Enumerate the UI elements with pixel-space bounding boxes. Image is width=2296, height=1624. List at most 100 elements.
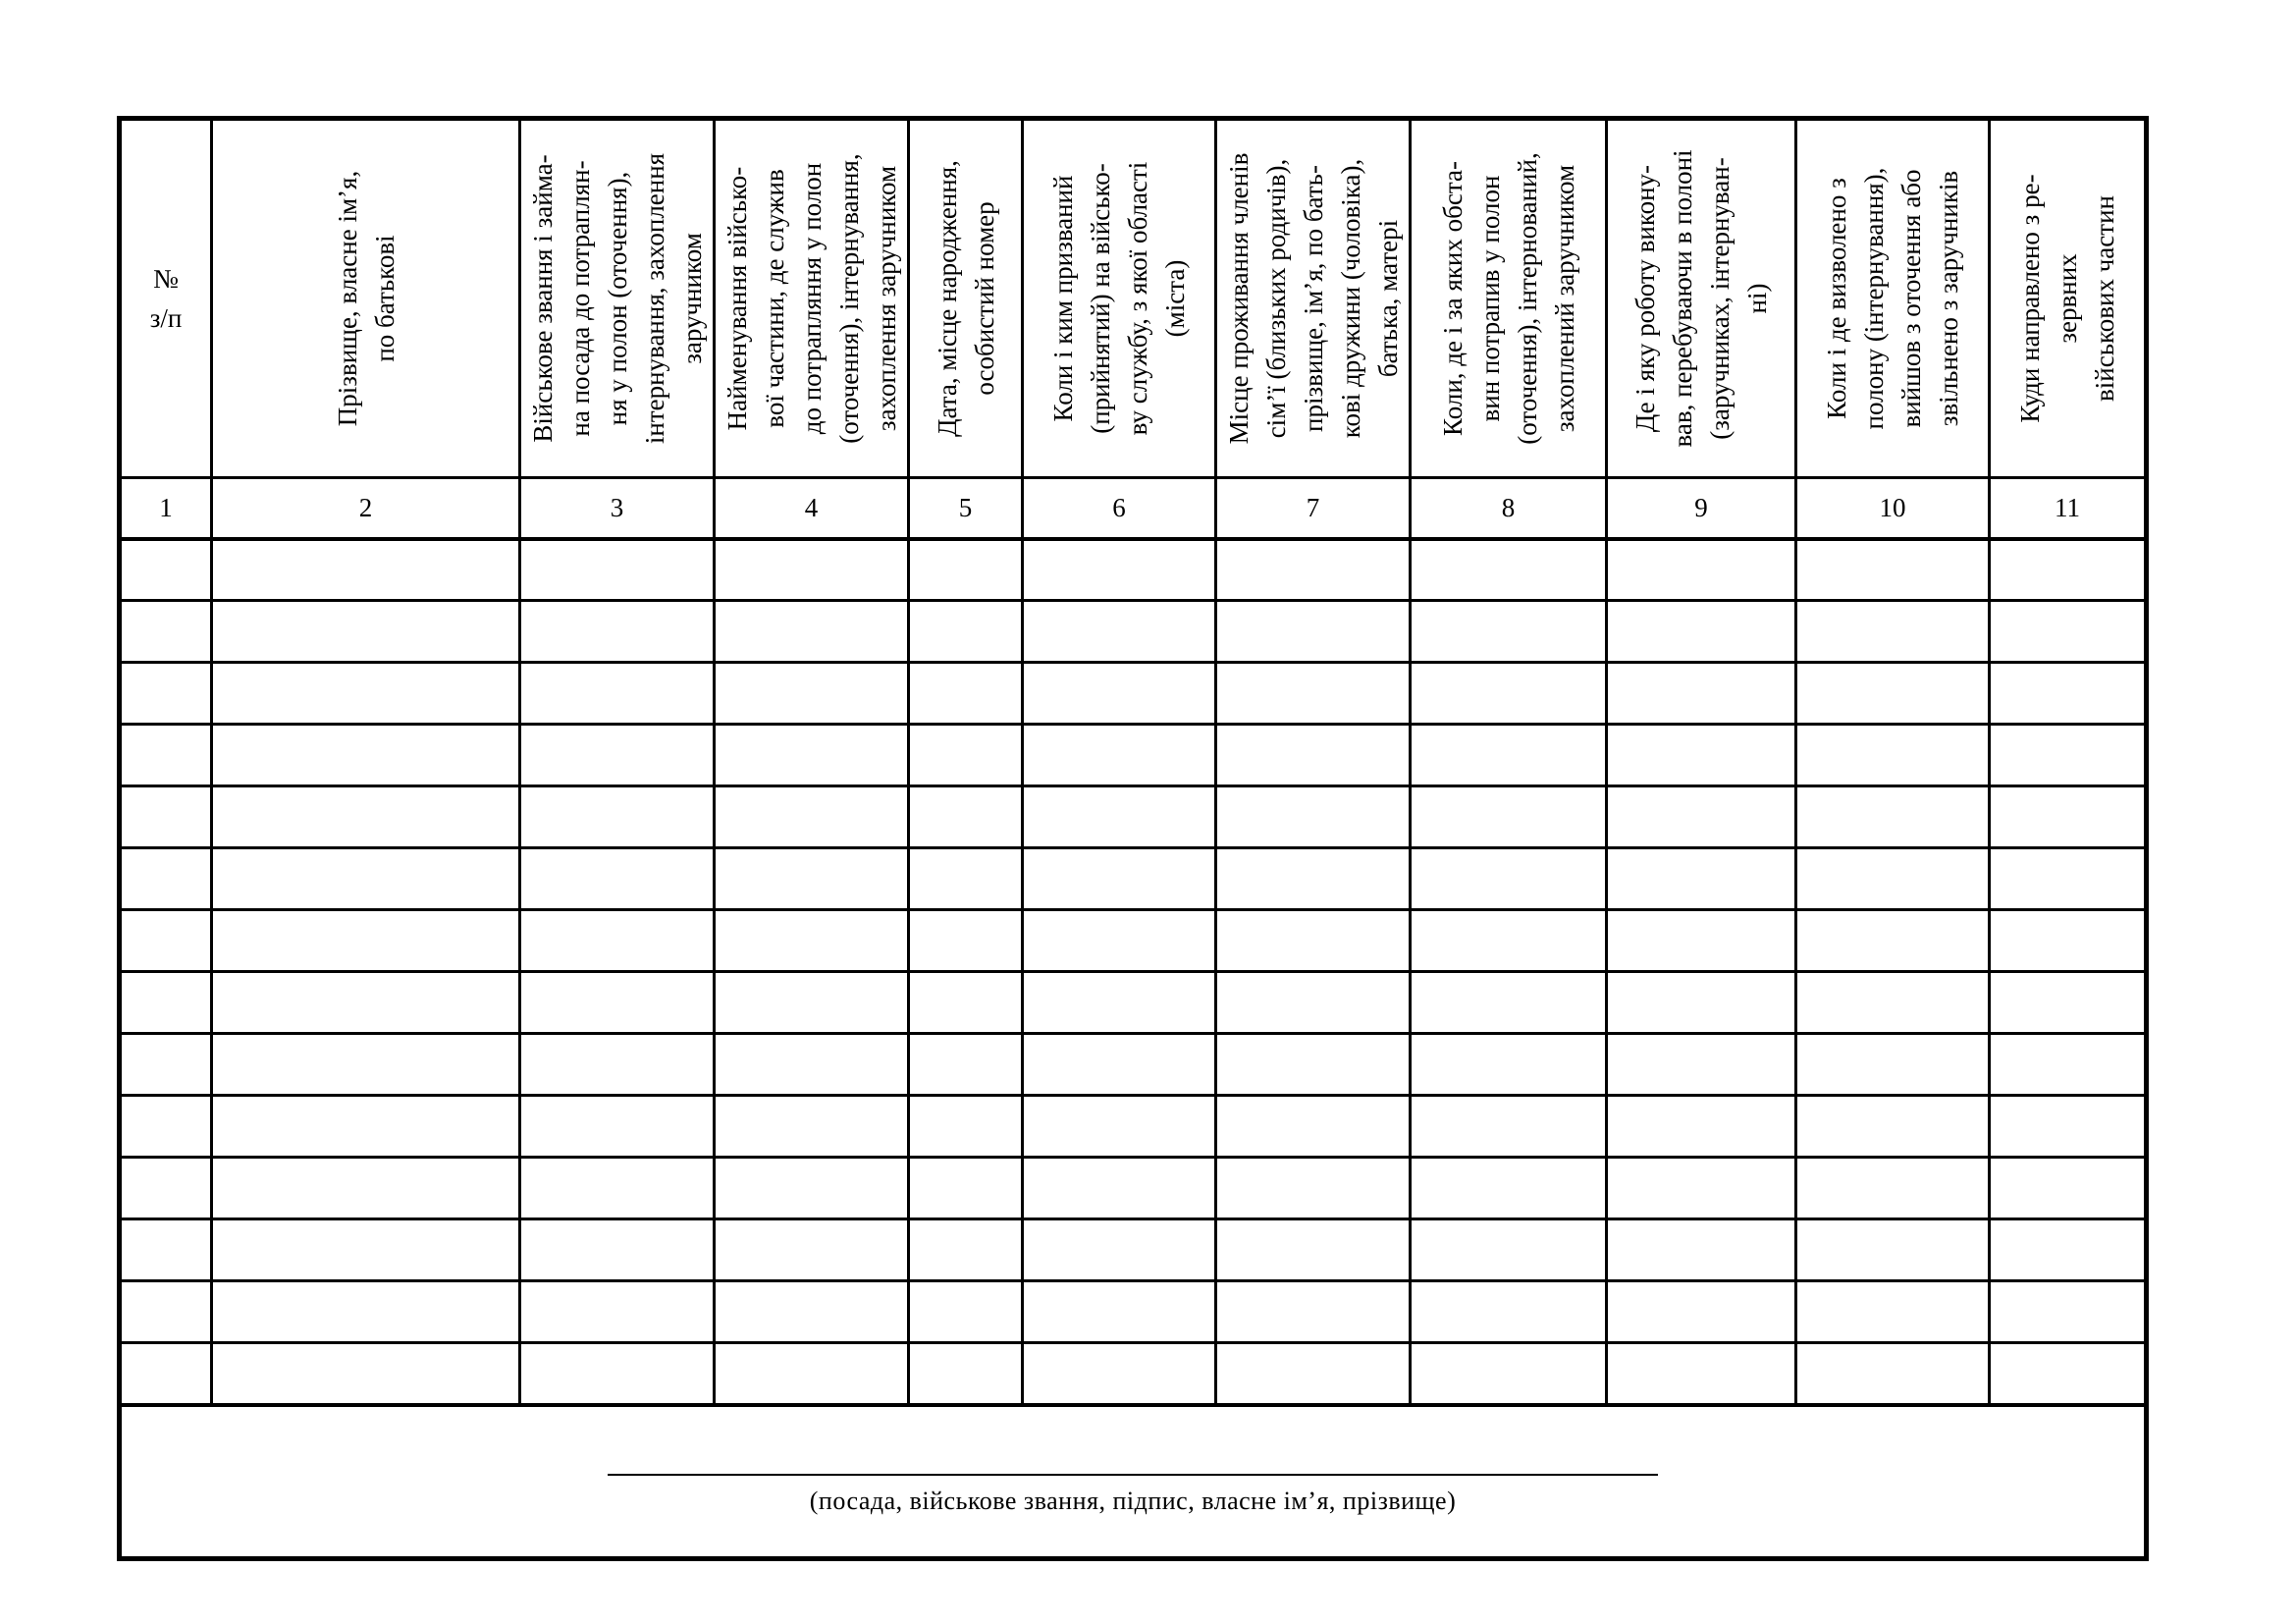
- empty-cell: [713, 1218, 910, 1282]
- empty-cell: [1605, 1218, 1797, 1282]
- empty-cell: [713, 723, 910, 787]
- empty-cell: [1214, 1032, 1412, 1097]
- empty-cell: [1214, 661, 1412, 726]
- empty-cell: [118, 1156, 213, 1220]
- empty-cell: [118, 661, 213, 726]
- empty-cell: [1409, 1341, 1608, 1406]
- empty-cell: [907, 1032, 1024, 1097]
- empty-cell: [118, 537, 213, 602]
- empty-cell: [1988, 537, 2148, 602]
- empty-cell: [1794, 1156, 1991, 1220]
- empty-cell: [1214, 1156, 1412, 1220]
- empty-cell: [1605, 723, 1797, 787]
- table-footer: (посада, військове звання, підпис, власн…: [118, 1402, 2148, 1560]
- empty-cell: [1988, 661, 2148, 726]
- empty-cell: [518, 1094, 716, 1159]
- empty-cell: [713, 1156, 910, 1220]
- column-header-assignment-label: Куди направлено з ре- зервних військових…: [2015, 174, 2119, 423]
- empty-cell: [210, 785, 521, 849]
- empty-cell: [1021, 846, 1217, 911]
- empty-cell: [518, 1156, 716, 1220]
- table-row: [118, 537, 2148, 602]
- empty-cell: [518, 846, 716, 911]
- empty-cell: [1988, 970, 2148, 1035]
- column-header-work-in-captivity: Де і яку роботу викону- вав, перебуваючи…: [1605, 117, 1797, 479]
- column-header-military-unit-label: Найменування військо- вої частини, де сл…: [721, 153, 901, 444]
- column-number: 11: [1988, 476, 2148, 541]
- empty-cell: [713, 537, 910, 602]
- empty-cell: [1794, 723, 1991, 787]
- empty-cell: [713, 599, 910, 664]
- column-header-release-label: Коли і де визволено з полону (інтернуван…: [1822, 167, 1963, 430]
- empty-cell: [210, 970, 521, 1035]
- empty-cell: [1794, 846, 1991, 911]
- table-row: [118, 661, 2148, 726]
- empty-cell: [907, 908, 1024, 973]
- empty-cell: [1988, 723, 2148, 787]
- empty-cell: [1409, 970, 1608, 1035]
- empty-cell: [1214, 599, 1412, 664]
- empty-cell: [1988, 846, 2148, 911]
- empty-cell: [1214, 1218, 1412, 1282]
- table-row: [118, 970, 2148, 1035]
- empty-cell: [1021, 1279, 1217, 1344]
- empty-cell: [1605, 1341, 1797, 1406]
- column-number: 6: [1021, 476, 1217, 541]
- column-header-capture-circumstances: Коли, де і за яких обста- вин потрапив у…: [1409, 117, 1608, 479]
- table-row: [118, 599, 2148, 664]
- empty-cell: [1988, 908, 2148, 973]
- empty-cell: [1988, 785, 2148, 849]
- column-number: 7: [1214, 476, 1412, 541]
- empty-cell: [1605, 1279, 1797, 1344]
- column-header-family-residence-label: Місце проживання членів сім’ї (близьких …: [1223, 152, 1403, 445]
- table-row: [118, 846, 2148, 911]
- empty-cell: [1409, 785, 1608, 849]
- column-header-conscription-label: Коли і ким призваний (прийнятий) на війс…: [1048, 161, 1190, 436]
- signature-caption: (посада, військове звання, підпис, власн…: [809, 1486, 1457, 1515]
- column-number: 10: [1794, 476, 1991, 541]
- empty-cell: [118, 1032, 213, 1097]
- table-row: [118, 908, 2148, 973]
- empty-cell: [210, 1156, 521, 1220]
- column-header-full-name: Прізвище, власне ім’я, по батькові: [210, 117, 521, 479]
- empty-cell: [907, 1156, 1024, 1220]
- empty-cell: [518, 785, 716, 849]
- empty-cell: [1214, 1341, 1412, 1406]
- empty-cell: [1214, 1094, 1412, 1159]
- empty-cell: [118, 723, 213, 787]
- empty-cell: [1794, 1032, 1991, 1097]
- table-row: [118, 1156, 2148, 1220]
- column-header-number: № з/п: [118, 117, 213, 479]
- column-number: 8: [1409, 476, 1608, 541]
- empty-cell: [907, 537, 1024, 602]
- empty-cell: [1021, 1032, 1217, 1097]
- empty-cell: [210, 723, 521, 787]
- empty-cell: [1794, 1218, 1991, 1282]
- empty-cell: [1605, 661, 1797, 726]
- empty-cell: [713, 661, 910, 726]
- column-header-full-name-label: Прізвище, власне ім’я, по батькові: [332, 170, 400, 427]
- empty-cell: [210, 1094, 521, 1159]
- empty-cell: [1605, 908, 1797, 973]
- empty-cell: [1988, 1156, 2148, 1220]
- signature-section: (посада, військове звання, підпис, власн…: [118, 1402, 2148, 1560]
- empty-cell: [1409, 1218, 1608, 1282]
- empty-cell: [1021, 1156, 1217, 1220]
- empty-cell: [1988, 1341, 2148, 1406]
- empty-cell: [907, 1341, 1024, 1406]
- empty-cell: [713, 846, 910, 911]
- empty-cell: [1409, 599, 1608, 664]
- empty-cell: [907, 1218, 1024, 1282]
- empty-cell: [907, 1279, 1024, 1344]
- column-header-capture-circumstances-label: Коли, де і за яких обста- вин потрапив у…: [1437, 152, 1579, 445]
- empty-cell: [1794, 1341, 1991, 1406]
- empty-cell: [1605, 970, 1797, 1035]
- empty-cell: [1794, 1279, 1991, 1344]
- empty-cell: [518, 1341, 716, 1406]
- table-body: [118, 537, 2148, 1406]
- empty-cell: [713, 1032, 910, 1097]
- column-header-birth-date-place-label: Дата, місце народження, особистий номер: [932, 160, 999, 437]
- empty-cell: [1021, 1341, 1217, 1406]
- empty-cell: [118, 970, 213, 1035]
